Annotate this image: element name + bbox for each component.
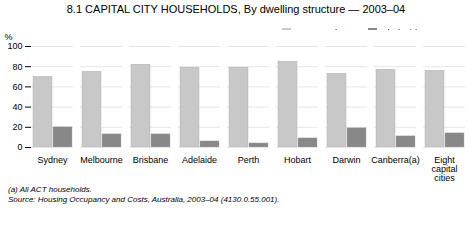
svg-text:%: % [5, 32, 13, 42]
svg-text:Sydney: Sydney [37, 155, 68, 165]
svg-text:Canberra(a): Canberra(a) [371, 155, 420, 165]
svg-text:60: 60 [12, 82, 22, 92]
svg-text:Brisbane: Brisbane [133, 155, 169, 165]
html-text:(a) All ACT households.: (a) All ACT households. [8, 185, 92, 194]
html-text:8.1 CAPITAL CITY HOUSEHOLDS, B: 8.1 CAPITAL CITY HOUSEHOLDS, By dwelling… [66, 3, 406, 15]
svg-text:100: 100 [7, 41, 22, 51]
svg-text:40: 40 [12, 102, 22, 112]
svg-text:Melbourne: Melbourne [80, 155, 123, 165]
svg-text:Hobart: Hobart [284, 155, 312, 165]
svg-text:0: 0 [17, 142, 22, 152]
svg-text:Adelaide: Adelaide [182, 155, 217, 165]
svg-text:Eightcapitalcities: Eightcapitalcities [431, 155, 457, 183]
svg-text:80: 80 [12, 62, 22, 72]
svg-text:Perth: Perth [238, 155, 260, 165]
svg-text:20: 20 [12, 122, 22, 132]
svg-text:Darwin: Darwin [332, 155, 360, 165]
html-text:Source: Housing Occupancy and: Source: Housing Occupancy and Costs, Aus… [8, 195, 280, 204]
